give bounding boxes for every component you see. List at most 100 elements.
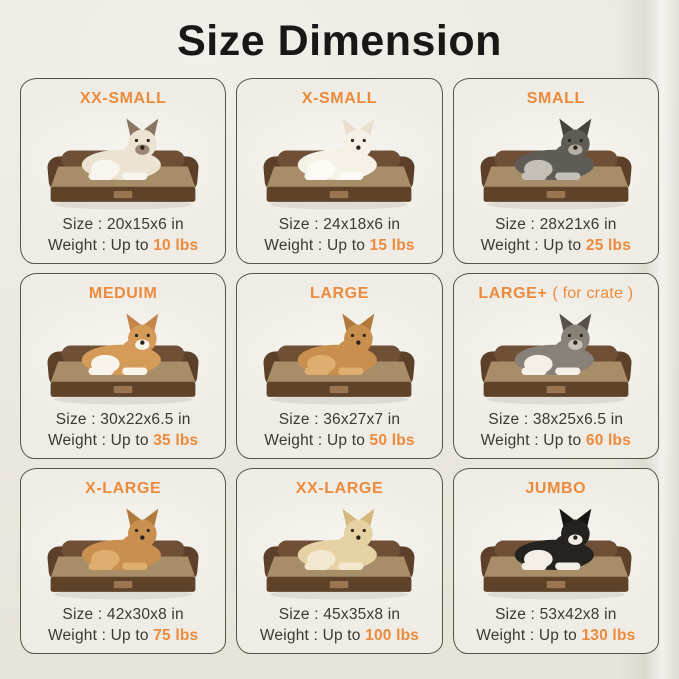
size-value: 24x18x6 in <box>323 216 401 233</box>
size-card-title: LARGE <box>310 285 369 303</box>
weight-line: Weight : Up to 100 lbs <box>260 627 419 645</box>
weight-value: 75 lbs <box>153 627 199 644</box>
weight-line: Weight : Up to 35 lbs <box>48 432 198 450</box>
weight-line: Weight : Up to 130 lbs <box>476 627 635 645</box>
size-name: XX-SMALL <box>79 90 167 107</box>
size-label: Size : <box>278 216 319 233</box>
weight-label: Weight : <box>259 627 319 644</box>
size-card-title: MEDUIM <box>89 285 157 303</box>
schnauzer-on-bed-illustration <box>479 118 633 210</box>
size-label: Size : <box>62 216 103 233</box>
size-card-title: X-SMALL <box>302 90 377 108</box>
size-card-small: SMALL Size : 28x21x6 in Weight : Up to 2… <box>452 78 659 264</box>
size-grid: XX-SMALL Size : 20x15x6 in Weight : Up t… <box>0 74 679 654</box>
australian-shepherd-on-bed-illustration <box>479 313 633 405</box>
golden-retriever-on-bed-illustration <box>263 313 416 405</box>
size-name: JUMBO <box>525 480 587 497</box>
weight-line: Weight : Up to 75 lbs <box>48 627 198 645</box>
size-card-xx-small: XX-SMALL Size : 20x15x6 in Weight : Up t… <box>20 78 227 264</box>
size-card-title: SMALL <box>527 90 585 108</box>
size-value: 36x27x7 in <box>323 411 401 428</box>
size-value: 42x30x8 in <box>106 606 184 623</box>
size-card-title: XX-LARGE <box>296 480 383 498</box>
weight-value: 100 lbs <box>365 627 420 644</box>
size-label: Size : <box>495 606 536 623</box>
weight-prefix: Up to <box>538 627 577 644</box>
size-label: Size : <box>278 411 319 428</box>
size-card-title: X-LARGE <box>85 480 161 498</box>
size-card-x-small: X-SMALL Size : 24x18x6 in Weight : Up to… <box>236 78 443 264</box>
size-name: LARGE+ <box>478 285 548 302</box>
size-line: Size : 45x35x8 in <box>279 606 400 624</box>
weight-label: Weight : <box>47 432 107 449</box>
pomeranian-on-bed-illustration <box>263 118 416 210</box>
size-label: Size : <box>488 411 529 428</box>
size-card-title: JUMBO <box>525 480 586 498</box>
weight-prefix: Up to <box>543 432 582 449</box>
weight-label: Weight : <box>476 627 535 644</box>
weight-value: 35 lbs <box>153 432 199 449</box>
weight-label: Weight : <box>480 432 539 449</box>
page-title: Size Dimension <box>177 17 502 65</box>
size-line: Size : 20x15x6 in <box>62 216 183 234</box>
weight-prefix: Up to <box>110 237 149 254</box>
size-value: 38x25x6.5 in <box>532 411 624 428</box>
size-value: 45x35x8 in <box>323 606 401 623</box>
size-value: 28x21x6 in <box>539 216 617 233</box>
weight-value: 25 lbs <box>585 237 632 254</box>
weight-label: Weight : <box>264 432 323 449</box>
size-card-xx-large: XX-LARGE Size : 45x35x8 in Weight : Up t… <box>236 468 443 654</box>
size-label: Size : <box>495 216 536 233</box>
weight-prefix: Up to <box>110 432 149 449</box>
weight-label: Weight : <box>47 237 107 254</box>
size-name: LARGE <box>309 285 369 302</box>
size-name-suffix: ( for crate ) <box>552 285 634 302</box>
weight-prefix: Up to <box>110 627 149 644</box>
size-line: Size : 30x22x6.5 in <box>56 411 191 429</box>
weight-line: Weight : Up to 10 lbs <box>48 237 198 255</box>
size-line: Size : 53x42x8 in <box>495 606 616 624</box>
weight-value: 60 lbs <box>585 432 632 449</box>
size-value: 53x42x8 in <box>539 606 617 623</box>
size-card-title: XX-SMALL <box>80 90 167 108</box>
weight-label: Weight : <box>264 237 323 254</box>
size-line: Size : 36x27x7 in <box>279 411 400 429</box>
weight-label: Weight : <box>480 237 539 254</box>
weight-label: Weight : <box>47 627 107 644</box>
size-line: Size : 24x18x6 in <box>279 216 400 234</box>
weight-prefix: Up to <box>543 237 582 254</box>
size-label: Size : <box>278 606 319 623</box>
size-name: X-SMALL <box>301 90 378 107</box>
weight-prefix: Up to <box>322 627 361 644</box>
size-card-medium: MEDUIM Size : 30x22x6.5 in Weight : Up t… <box>20 273 227 459</box>
weight-value: 130 lbs <box>581 627 636 644</box>
weight-value: 10 lbs <box>153 237 199 254</box>
size-card-jumbo: JUMBO Size : 53x42x8 in Weight : Up to 1… <box>452 468 659 654</box>
weight-prefix: Up to <box>326 237 366 254</box>
size-name: XX-LARGE <box>295 480 384 497</box>
size-card-large-plus: LARGE+ ( for crate ) Size : 38x25x6.5 in… <box>452 273 659 459</box>
weight-line: Weight : Up to 15 lbs <box>264 237 414 255</box>
size-name: X-LARGE <box>85 480 162 497</box>
corgi-on-bed-illustration <box>46 313 200 405</box>
size-value: 20x15x6 in <box>106 216 184 233</box>
golden-retriever-on-bed-illustration <box>46 508 200 600</box>
size-line: Size : 28x21x6 in <box>495 216 616 234</box>
size-value: 30x22x6.5 in <box>100 411 191 428</box>
weight-value: 15 lbs <box>369 237 415 254</box>
weight-line: Weight : Up to 60 lbs <box>481 432 631 450</box>
weight-line: Weight : Up to 25 lbs <box>481 237 631 255</box>
size-line: Size : 42x30x8 in <box>62 606 183 624</box>
size-label: Size : <box>55 411 96 428</box>
size-line: Size : 38x25x6.5 in <box>488 411 623 429</box>
size-name: SMALL <box>526 90 585 107</box>
bernese-mountain-dog-on-bed-illustration <box>479 508 633 600</box>
weight-prefix: Up to <box>326 432 366 449</box>
weight-line: Weight : Up to 50 lbs <box>264 432 414 450</box>
size-name: MEDUIM <box>88 285 158 302</box>
size-card-x-large: X-LARGE Size : 42x30x8 in Weight : Up to… <box>20 468 227 654</box>
yellow-labrador-on-bed-illustration <box>263 508 416 600</box>
size-card-title: LARGE+ ( for crate ) <box>478 285 633 303</box>
ragdoll-cat-on-bed-illustration <box>46 118 200 210</box>
size-label: Size : <box>62 606 103 623</box>
